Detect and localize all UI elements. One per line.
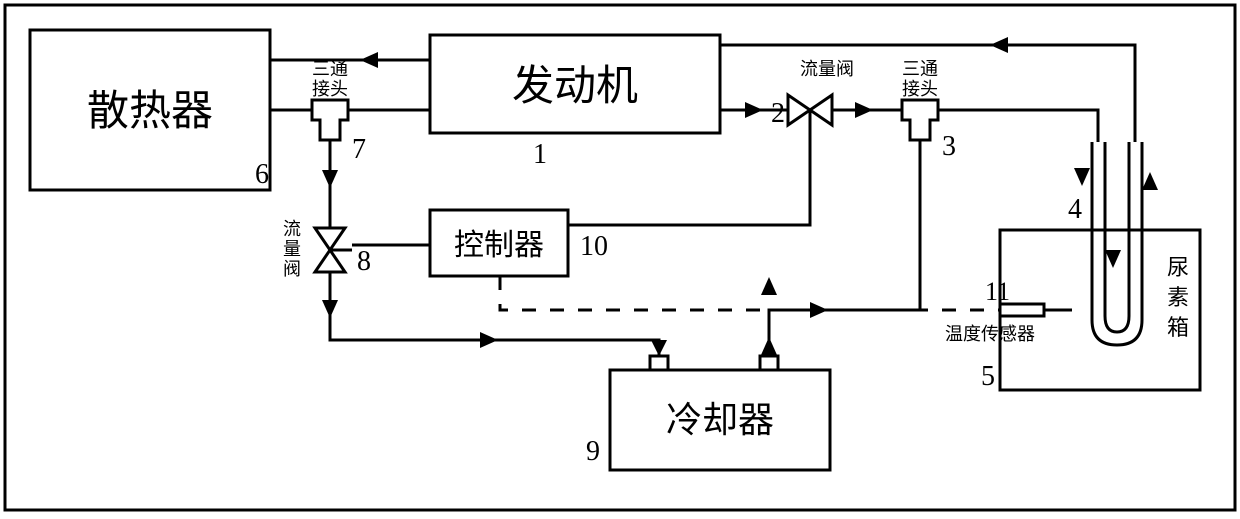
arrow-icon — [1142, 172, 1158, 190]
pipe-valve8-to-cooler — [330, 272, 659, 356]
node-cooler-label: 冷却器 — [666, 400, 774, 440]
arrow-icon — [761, 277, 777, 295]
arrow-icon — [651, 340, 667, 356]
node-valve-2-num: 2 — [771, 98, 785, 129]
arrow-icon — [322, 170, 338, 188]
node-valve-8-label-2: 量 — [283, 239, 301, 259]
node-controller: 控制器 10 — [430, 210, 608, 276]
node-valve-8-num: 8 — [357, 246, 371, 277]
node-valve-8: 流 量 阀 8 — [283, 219, 371, 279]
node-controller-num: 10 — [580, 231, 608, 262]
wire-controller-valve2 — [568, 132, 810, 225]
node-valve-2: 2 流量阀 — [771, 59, 854, 132]
arrow-icon — [761, 337, 777, 355]
node-cooler-num: 9 — [586, 436, 600, 467]
node-tee-3-num: 3 — [942, 131, 956, 162]
node-cooler: 冷却器 9 — [586, 356, 830, 470]
wire-controller-sensor — [500, 276, 1000, 310]
node-tee-7: 三通 接头 7 — [312, 59, 366, 165]
node-radiator: 散热器 6 — [30, 30, 270, 190]
arrow-icon — [745, 102, 763, 118]
node-tee-3-label-2: 接头 — [902, 79, 938, 99]
arrow-icon — [360, 52, 378, 68]
node-tee-7-label-1: 三通 — [312, 59, 348, 79]
node-engine-num: 1 — [533, 139, 547, 170]
node-valve-8-label-3: 阀 — [283, 259, 301, 279]
pipe-tee3-to-utube — [938, 110, 1098, 142]
arrow-icon — [990, 37, 1008, 53]
node-utube-num: 4 — [1068, 194, 1082, 225]
node-urea-tank-num: 5 — [981, 361, 995, 392]
node-engine-label: 发动机 — [512, 64, 638, 110]
node-valve-8-label-1: 流 — [283, 219, 301, 239]
node-tee-7-label-2: 接头 — [312, 79, 348, 99]
node-urea-tank-label-1: 尿 — [1167, 255, 1189, 280]
arrow-icon — [322, 300, 338, 318]
node-radiator-label: 散热器 — [87, 89, 213, 135]
node-valve-2-label-1: 流量阀 — [800, 59, 854, 79]
node-temp-sensor-num: 11 — [985, 277, 1010, 306]
node-urea-tank-label-3: 箱 — [1167, 315, 1189, 340]
node-temp-sensor-label: 温度传感器 — [945, 324, 1035, 344]
node-tee-7-num: 7 — [352, 134, 366, 165]
node-engine: 发动机 1 — [430, 35, 720, 170]
pipe-cooler-to-tee3 — [769, 140, 920, 356]
node-radiator-num: 6 — [255, 159, 269, 190]
node-urea-tank-label-2: 素 — [1167, 285, 1189, 310]
node-tee-3-label-1: 三通 — [902, 59, 938, 79]
arrow-icon — [855, 102, 873, 118]
node-controller-label: 控制器 — [454, 229, 544, 262]
arrow-icon — [480, 332, 498, 348]
arrow-icon — [810, 302, 828, 318]
arrow-icon — [1074, 168, 1090, 186]
